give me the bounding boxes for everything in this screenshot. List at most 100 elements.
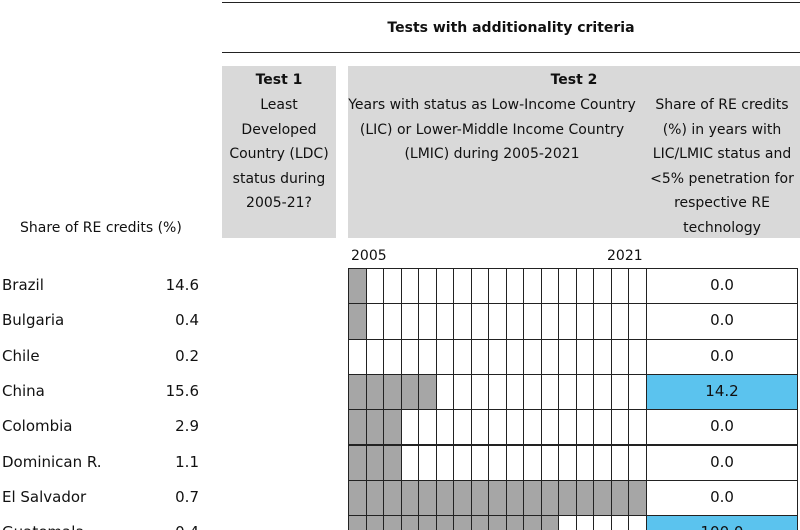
country: Bulgaria (2, 311, 65, 330)
country: Brazil (2, 276, 44, 294)
year-cell (470, 479, 490, 517)
year-cell (418, 515, 437, 530)
year-cell (558, 303, 577, 340)
test1-title: Test 1 (255, 72, 303, 88)
year-cell (488, 479, 507, 517)
year-cell (400, 338, 420, 375)
year-cell (593, 479, 612, 517)
country: China (2, 381, 45, 400)
year-cell (488, 373, 507, 411)
test2-years-text: (LMIC) during 2005-2021 (404, 146, 580, 162)
re-share: 100.0 (646, 520, 798, 530)
test2-share-text: <5% penetration for (650, 170, 794, 187)
year-cell (418, 373, 437, 411)
year-cell (505, 479, 525, 517)
year-cell (348, 444, 367, 481)
year-cell (523, 409, 542, 446)
re-share: 0.0 (710, 276, 734, 294)
year-cell (505, 409, 525, 446)
year-cell (540, 338, 560, 375)
year-cell (435, 444, 455, 481)
year-cell (383, 268, 402, 305)
year-cell (505, 515, 525, 530)
test1-text: status during (232, 170, 326, 187)
year-cell (540, 479, 560, 517)
year-cell (418, 409, 437, 446)
year-cell (610, 479, 630, 517)
year-cell (383, 338, 402, 375)
year-cell (575, 303, 595, 340)
year-cell (558, 515, 577, 530)
test2-share-text: LIC/LMIC status and (652, 146, 792, 162)
year-cell (610, 409, 630, 446)
top-rule (222, 2, 800, 3)
share: 14.6 (165, 276, 199, 294)
year-cell (435, 479, 455, 517)
year-cell (628, 409, 647, 446)
year-cell (540, 303, 560, 340)
year-cell (365, 479, 385, 517)
share: 0.2 (175, 346, 199, 365)
year-cell (488, 444, 507, 481)
year-cell (523, 303, 542, 340)
year-cell (593, 338, 612, 375)
year-cell (435, 515, 455, 530)
country: El Salvador (2, 487, 87, 506)
country: Dominican R. (2, 452, 102, 471)
year-cell (628, 515, 647, 530)
year-cell (453, 444, 472, 481)
year-cell (558, 444, 577, 481)
year-cell (400, 479, 420, 517)
year-cell (488, 515, 507, 530)
year-cell (470, 338, 490, 375)
year-cell (540, 268, 560, 305)
year-cell (505, 303, 525, 340)
year-cell (575, 338, 595, 375)
country: Chile (2, 346, 40, 365)
year-cell (383, 373, 402, 411)
header-rule (222, 52, 800, 53)
year-cell (558, 338, 577, 375)
test2-share-text: (%) in years with (662, 121, 782, 138)
year-cell (348, 373, 367, 411)
year-cell (488, 409, 507, 446)
year-cell (610, 444, 630, 481)
year-cell (610, 373, 630, 411)
year-cell (540, 373, 560, 411)
year-cell (400, 444, 420, 481)
year-cell (435, 373, 455, 411)
year-cell (383, 515, 402, 530)
year-cell (505, 268, 525, 305)
year-cell (470, 373, 490, 411)
year-cell (628, 444, 647, 481)
re-share: 0.0 (710, 452, 734, 471)
year-cell (628, 373, 647, 411)
year-cell (628, 303, 647, 340)
year-cell (575, 515, 595, 530)
year-cell (435, 268, 455, 305)
year-cell (593, 444, 612, 481)
test2-share-text: technology (683, 219, 761, 236)
test1-box (222, 66, 336, 238)
test2-years-text: Years with status as Low-Income Country (348, 97, 636, 113)
end-year: 2021 (607, 248, 643, 264)
year-cell (540, 444, 560, 481)
re-share-cell (646, 373, 798, 411)
re-share: 0.0 (710, 417, 734, 436)
year-cell (523, 373, 542, 411)
re-share-cell (646, 338, 798, 375)
test1-text: Least (260, 97, 298, 113)
year-cell (435, 338, 455, 375)
start-year: 2005 (351, 248, 387, 264)
year-cell (418, 303, 437, 340)
year-cell (453, 515, 472, 530)
title: Tests with additionality criteria (387, 20, 635, 36)
re-share: 14.2 (705, 381, 739, 400)
year-cell (593, 303, 612, 340)
year-cell (575, 409, 595, 446)
year-cell (383, 303, 402, 340)
year-cell (348, 268, 367, 305)
year-cell (348, 409, 367, 446)
year-cell (365, 444, 385, 481)
